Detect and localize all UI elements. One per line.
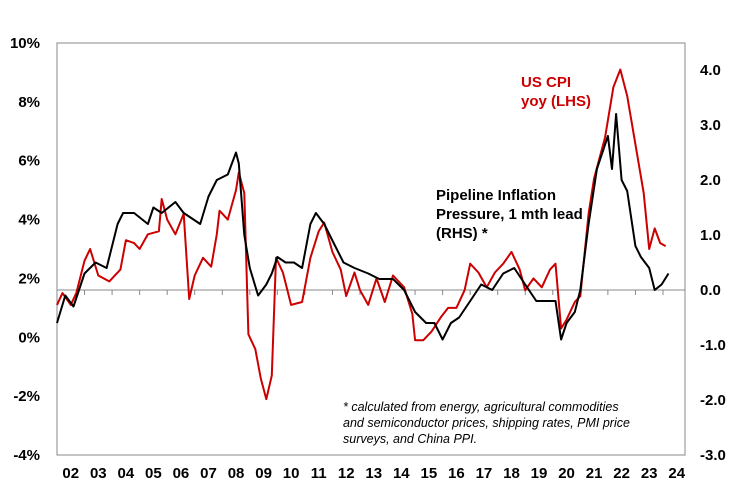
x-tick-label: 15	[420, 465, 437, 482]
x-tick-label: 05	[145, 465, 162, 482]
x-tick-label: 22	[613, 465, 630, 482]
left-tick-label: 10%	[10, 35, 40, 52]
right-tick-label: 0.0	[700, 282, 721, 299]
footnote: * calculated from energy, agricultural c…	[343, 399, 683, 447]
cpi-line	[56, 68, 667, 401]
x-tick-label: 03	[90, 465, 107, 482]
pipeline-series-label: Pipeline Inflation Pressure, 1 mth lead …	[436, 186, 583, 243]
plot-frame	[56, 42, 686, 456]
footnote-line: * calculated from energy, agricultural c…	[343, 400, 619, 414]
cpi-label-line: US CPI	[521, 74, 572, 91]
left-tick-label: -4%	[13, 447, 40, 464]
left-tick-label: 0%	[18, 329, 40, 346]
x-tick-label: 19	[531, 465, 548, 482]
x-tick-label: 04	[118, 465, 135, 482]
left-tick-label: 6%	[18, 153, 40, 170]
x-tick-label: 24	[668, 465, 685, 482]
left-tick-label: 8%	[18, 94, 40, 111]
x-tick-label: 21	[586, 465, 603, 482]
footnote-line: surveys, and China PPI.	[343, 432, 478, 446]
right-tick-label: 3.0	[700, 117, 721, 134]
pipeline-line	[56, 113, 670, 341]
x-tick-label: 12	[338, 465, 355, 482]
pipeline-label-line: Pipeline Inflation	[436, 187, 557, 204]
cpi-label-line: yoy (LHS)	[521, 93, 592, 110]
x-tick-label: 23	[641, 465, 658, 482]
left-tick-label: 4%	[18, 212, 40, 229]
x-tick-label: 10	[283, 465, 300, 482]
pipeline-label-line: (RHS) *	[436, 225, 488, 242]
x-tick-label: 20	[558, 465, 575, 482]
x-tick-label: 07	[200, 465, 217, 482]
x-tick-label: 11	[311, 465, 327, 482]
right-tick-label: -3.0	[700, 447, 726, 464]
right-tick-label: -2.0	[700, 392, 726, 409]
x-tick-label: 06	[173, 465, 190, 482]
x-tick-label: 16	[448, 465, 465, 482]
right-tick-label: 4.0	[700, 62, 721, 79]
right-tick-label: -1.0	[700, 337, 726, 354]
left-tick-label: 2%	[18, 270, 40, 287]
cpi-series-label: US CPI yoy (LHS)	[521, 73, 591, 111]
footnote-line: and semiconductor prices, shipping rates…	[343, 416, 630, 430]
x-tick-label: 02	[62, 465, 79, 482]
pipeline-label-line: Pressure, 1 mth lead	[436, 206, 583, 223]
x-tick-label: 08	[228, 465, 245, 482]
x-tick-label: 17	[476, 465, 493, 482]
right-tick-label: 2.0	[700, 172, 721, 189]
left-tick-label: -2%	[13, 388, 40, 405]
x-tick-label: 14	[393, 465, 410, 482]
x-tick-label: 18	[503, 465, 520, 482]
right-tick-label: 1.0	[700, 227, 721, 244]
x-tick-label: 13	[365, 465, 382, 482]
x-tick-label: 09	[255, 465, 272, 482]
